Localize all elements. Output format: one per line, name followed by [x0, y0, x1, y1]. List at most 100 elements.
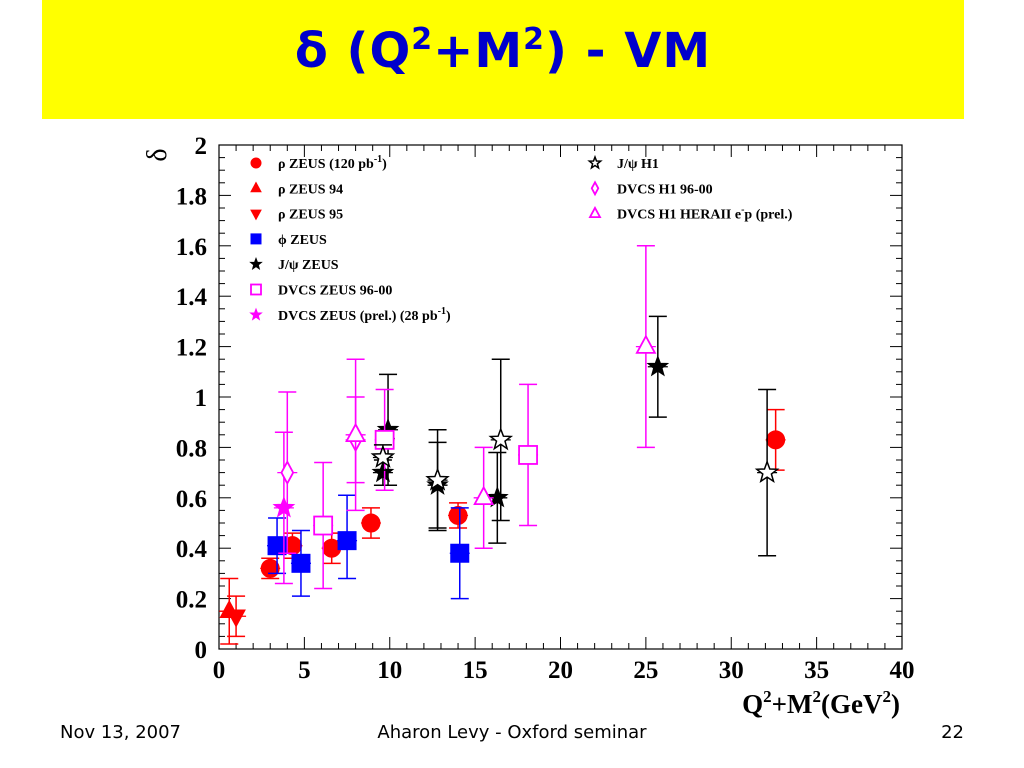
data-point [280, 459, 295, 486]
legend-label-text: J/ψ H1 [617, 157, 659, 172]
legend-marker [250, 157, 262, 169]
legend-marker [587, 154, 603, 170]
series-0 [260, 408, 786, 580]
legend-label-text: ρ ZEUS 95 [278, 208, 343, 223]
data-point [226, 609, 246, 628]
x-axis-label: Q2+M2(GeV2) [742, 687, 900, 719]
x-tick-label: 5 [298, 657, 311, 684]
data-point [488, 426, 514, 451]
legend-label-tail: ) [382, 157, 387, 172]
legend-marker [588, 205, 602, 219]
y-tick-label: 1.4 [176, 284, 208, 311]
legend-marker [249, 257, 263, 271]
series-6 [272, 431, 296, 585]
legend-label: ϕ ZEUS [278, 233, 327, 248]
data-point [361, 513, 381, 533]
data-point [267, 536, 287, 556]
data-point [371, 460, 395, 483]
legend-marker [250, 181, 262, 193]
legend-marker [250, 209, 262, 221]
legend-label: ρ ZEUS 94 [278, 182, 343, 197]
y-tick-label: 1 [195, 385, 208, 412]
data-point [646, 354, 670, 377]
legend-label: DVCS ZEUS (prel.) (28 pb-1) [278, 306, 451, 324]
y-tick-label: 1.2 [176, 335, 207, 362]
legend-label-sup: -1 [438, 306, 446, 317]
data-point [754, 459, 780, 484]
footer-page-number: 22 [941, 722, 964, 743]
legend-marker [590, 180, 600, 197]
series-9 [345, 245, 657, 549]
legend-label-text: ρ ZEUS (120 pb [278, 157, 374, 172]
y-tick-label: 0.4 [176, 536, 208, 563]
x-axis-label-part: +M [772, 689, 813, 719]
y-axis-label: δ [142, 148, 173, 161]
legend-label-text: ϕ ZEUS [278, 233, 327, 248]
data-point [448, 505, 468, 525]
slide-title: δ (Q2+M2) - VM [42, 22, 964, 79]
data-point [272, 495, 296, 518]
y-tick-label: 2 [195, 133, 208, 160]
legend-label: DVCS H1 96-00 [617, 182, 713, 197]
title-part-3: ) - VM [544, 23, 712, 79]
data-point [486, 485, 509, 508]
legend-label-sup: - [741, 205, 744, 216]
legend-label-tail: p (prel.) [744, 208, 792, 223]
title-part-1: δ (Q [294, 23, 412, 79]
data-point [473, 485, 495, 506]
legend-label: ρ ZEUS 95 [278, 208, 343, 223]
legend-label-text: DVCS ZEUS 96-00 [278, 284, 392, 299]
series-5 [313, 383, 539, 590]
title-sup-1: 2 [411, 22, 434, 57]
data-point [337, 531, 357, 551]
data-point [313, 515, 334, 536]
legend-label-text: DVCS H1 96-00 [617, 182, 713, 197]
legend-label-text: ρ ZEUS 94 [278, 182, 343, 197]
x-axis-label-part: Q [742, 689, 763, 719]
x-tick-label: 35 [804, 657, 829, 684]
legend-label: DVCS H1 HERAII e-p (prel.) [617, 205, 793, 223]
x-axis-label-part: ) [891, 689, 900, 719]
y-tick-label: 1.6 [176, 234, 207, 261]
legend-label-text: DVCS H1 HERAII e [617, 208, 741, 223]
x-tick-label: 0 [213, 657, 226, 684]
series-3 [267, 494, 470, 600]
title-sup-2: 2 [523, 22, 545, 57]
y-tick-label: 0.6 [176, 486, 207, 513]
data-point [291, 553, 311, 573]
legend-label-tail: ) [446, 309, 451, 324]
title-bar: δ (Q2+M2) - VM [42, 0, 964, 119]
legend-marker [250, 233, 262, 245]
x-tick-label: 25 [633, 657, 658, 684]
x-tick-label: 30 [719, 657, 744, 684]
x-tick-label: 15 [463, 657, 488, 684]
data-point [766, 430, 786, 450]
data-point [450, 543, 470, 563]
x-tick-label: 20 [548, 657, 573, 684]
data-point [370, 444, 396, 468]
footer-date: Nov 13, 2007 [60, 722, 182, 743]
legend-label-sup: -1 [374, 154, 382, 165]
delta-vs-q2m2-chart: 0 5 10 15 20 25 30 35 40 0 0.2 0.4 0.6 0.8 1 1.2 1.4 1.6 1… [142, 133, 915, 719]
legend-label: J/ψ ZEUS [278, 258, 339, 273]
x-axis-label-sup: 2 [813, 687, 822, 706]
data-point [425, 467, 450, 491]
data-point [518, 445, 538, 465]
legend-marker [250, 283, 262, 296]
y-tick-label: 0 [195, 637, 208, 664]
legend-label: DVCS ZEUS 96-00 [278, 284, 392, 299]
legend-label: J/ψ H1 [617, 157, 659, 172]
legend-label-text: J/ψ ZEUS [278, 258, 339, 273]
legend-label: ρ ZEUS (120 pb-1) [278, 154, 387, 172]
y-tick-label: 0.8 [176, 435, 207, 462]
x-axis-label-sup: 2 [883, 687, 892, 706]
legend-label-text: DVCS ZEUS (prel.) (28 pb [278, 309, 438, 324]
x-axis-label-sup: 2 [763, 687, 772, 706]
title-part-2: +M [433, 23, 524, 79]
series-4 [371, 315, 670, 544]
data-point [345, 422, 367, 443]
data-point [374, 429, 395, 450]
y-tick-label: 1.8 [176, 183, 207, 210]
x-axis-label-part: (GeV [821, 689, 883, 719]
data-point [635, 334, 657, 354]
